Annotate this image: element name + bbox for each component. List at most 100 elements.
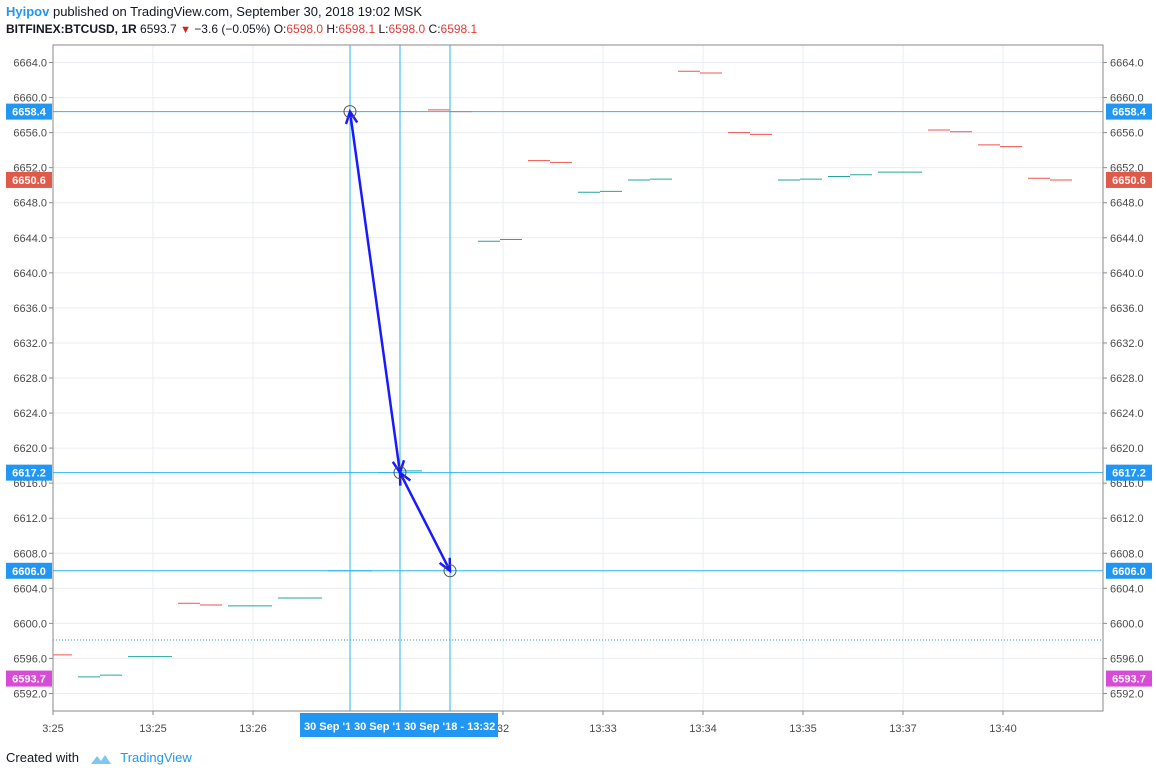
x-tick-label: 13:26 <box>239 723 267 735</box>
time-badge <box>400 713 498 737</box>
tradingview-cloud-icon <box>90 754 111 764</box>
y-tick-label-right: 6628.0 <box>1110 373 1144 385</box>
crosshair-price-badge-right <box>1106 562 1152 579</box>
y-tick-label-right: 6616.0 <box>1110 478 1144 490</box>
y-tick-label-right: 6604.0 <box>1110 583 1144 595</box>
time-badge-text: 30 Sep '18 <box>304 721 357 733</box>
last-price-badge-text-right: 6650.6 <box>1112 175 1146 187</box>
low-value: 6598.0 <box>388 22 426 36</box>
crosshair-price-badge-right <box>1106 464 1152 481</box>
y-tick-label-left: 6636.0 <box>13 303 47 315</box>
time-badge <box>350 713 400 737</box>
y-tick-label-left: 6612.0 <box>13 513 47 525</box>
y-tick-label-left: 6624.0 <box>13 408 47 420</box>
crosshair-price-badge-left <box>6 464 52 481</box>
y-tick-label-left: 6652.0 <box>13 163 47 175</box>
crosshair-price-badge-right <box>1106 103 1152 120</box>
y-tick-label-right: 6592.0 <box>1110 688 1144 700</box>
y-tick-label-right: 6648.0 <box>1110 198 1144 210</box>
x-tick-label: 13:33 <box>589 723 617 735</box>
published-text: published on TradingView.com, September … <box>52 4 423 19</box>
y-tick-label-left: 6608.0 <box>13 548 47 560</box>
y-tick-label-right: 6620.0 <box>1110 443 1144 455</box>
last-price: 6593.7 <box>140 22 177 36</box>
y-tick-label-right: 6608.0 <box>1110 548 1144 560</box>
y-tick-label-left: 6620.0 <box>13 443 47 455</box>
y-tick-label-left: 6628.0 <box>13 373 47 385</box>
y-tick-label-left: 6640.0 <box>13 268 47 280</box>
footer: Created with TradingView <box>6 750 192 766</box>
high-label: H: <box>326 22 339 36</box>
crosshair-price-badge-text-left: 6606.0 <box>12 566 46 578</box>
y-tick-label-right: 6664.0 <box>1110 58 1144 70</box>
time-badge <box>300 713 350 737</box>
x-tick-label: 3:25 <box>42 723 63 735</box>
y-tick-label-left: 6616.0 <box>13 478 47 490</box>
prev-close-badge-text-left: 6593.7 <box>12 674 46 686</box>
crosshair-price-badge-left <box>6 562 52 579</box>
y-tick-label-right: 6660.0 <box>1110 93 1144 105</box>
y-tick-label-left: 6648.0 <box>13 198 47 210</box>
time-badge-text: 30 Sep '18 <box>354 721 407 733</box>
open-value: 6598.0 <box>286 22 324 36</box>
trend-arrow-head <box>438 557 452 574</box>
y-tick-label-left: 6592.0 <box>13 688 47 700</box>
prev-close-badge-left <box>6 670 52 687</box>
crosshair-price-badge-text-left: 6617.2 <box>12 468 46 480</box>
y-tick-label-left: 6600.0 <box>13 618 47 630</box>
y-tick-label-right: 6632.0 <box>1110 338 1144 350</box>
open-label: O: <box>273 22 287 36</box>
anchor-point-marker <box>343 105 357 119</box>
crosshair-price-badge-text-right: 6606.0 <box>1112 566 1146 578</box>
y-tick-label-right: 6656.0 <box>1110 128 1144 140</box>
plot-area <box>53 45 1103 711</box>
y-tick-label-right: 6640.0 <box>1110 268 1144 280</box>
price-chart[interactable]: 6592.0 6592.0 6596.0 6596.0 6600.0 6600.0 6604… <box>0 0 1156 740</box>
author-link[interactable]: Hyipov <box>6 4 50 19</box>
last-price-badge-text-left: 6650.6 <box>12 175 46 187</box>
trend-arrow-shaft <box>348 111 402 473</box>
time-badge-text: 30 Sep '18 - 13:32 <box>404 721 495 733</box>
y-tick-label-right: 6612.0 <box>1110 513 1144 525</box>
down-triangle-icon: ▼ <box>180 24 191 36</box>
trend-arrow-head <box>398 470 412 486</box>
close-label: C: <box>428 22 441 36</box>
last-price-badge-right <box>1106 171 1152 188</box>
last-price-badge-left <box>6 171 52 188</box>
anchor-point-marker <box>393 466 407 480</box>
y-tick-label-right: 6652.0 <box>1110 163 1144 175</box>
close-value: 6598.1 <box>440 22 478 36</box>
prev-close-badge-right <box>1106 670 1152 687</box>
y-tick-label-left: 6656.0 <box>13 128 47 140</box>
x-tick-label: 13:25 <box>139 723 167 735</box>
x-tick-label: 13:34 <box>689 723 717 735</box>
x-tick-label: 13:37 <box>889 723 917 735</box>
y-tick-label-left: 6596.0 <box>13 653 47 665</box>
anchor-point-marker <box>443 564 457 578</box>
crosshair-price-badge-text-right: 6658.4 <box>1112 107 1147 119</box>
y-tick-label-left: 6632.0 <box>13 338 47 350</box>
price-change: −3.6 (−0.05%) <box>194 22 271 36</box>
ohlc-legend: BITFINEX:BTCUSD, 1R 6593.7 ▼ −3.6 (−0.05… <box>6 22 477 36</box>
y-tick-label-left: 6660.0 <box>13 93 47 105</box>
y-tick-label-right: 6636.0 <box>1110 303 1144 315</box>
low-label: L: <box>378 22 389 36</box>
x-tick-label: 13:35 <box>789 723 817 735</box>
x-tick-label: 13:40 <box>989 723 1017 735</box>
y-tick-label-right: 6644.0 <box>1110 233 1144 245</box>
created-with-text: Created with <box>6 750 79 765</box>
y-tick-label-left: 6664.0 <box>13 58 47 70</box>
crosshair-price-badge-left <box>6 103 52 120</box>
symbol-label[interactable]: BITFINEX:BTCUSD, 1R <box>6 22 137 36</box>
y-tick-label-left: 6644.0 <box>13 233 47 245</box>
y-tick-label-right: 6596.0 <box>1110 653 1144 665</box>
tradingview-brand-link[interactable]: TradingView <box>120 750 192 765</box>
y-tick-label-right: 6600.0 <box>1110 618 1144 630</box>
trend-arrow-shaft <box>398 472 452 572</box>
crosshair-price-badge-text-right: 6617.2 <box>1112 468 1146 480</box>
crosshair-price-badge-text-left: 6658.4 <box>12 107 47 119</box>
prev-close-badge-text-right: 6593.7 <box>1112 674 1146 686</box>
publish-line: Hyipov published on TradingView.com, Sep… <box>6 4 422 19</box>
trend-arrow-head <box>344 108 359 125</box>
y-tick-label-left: 6604.0 <box>13 583 47 595</box>
